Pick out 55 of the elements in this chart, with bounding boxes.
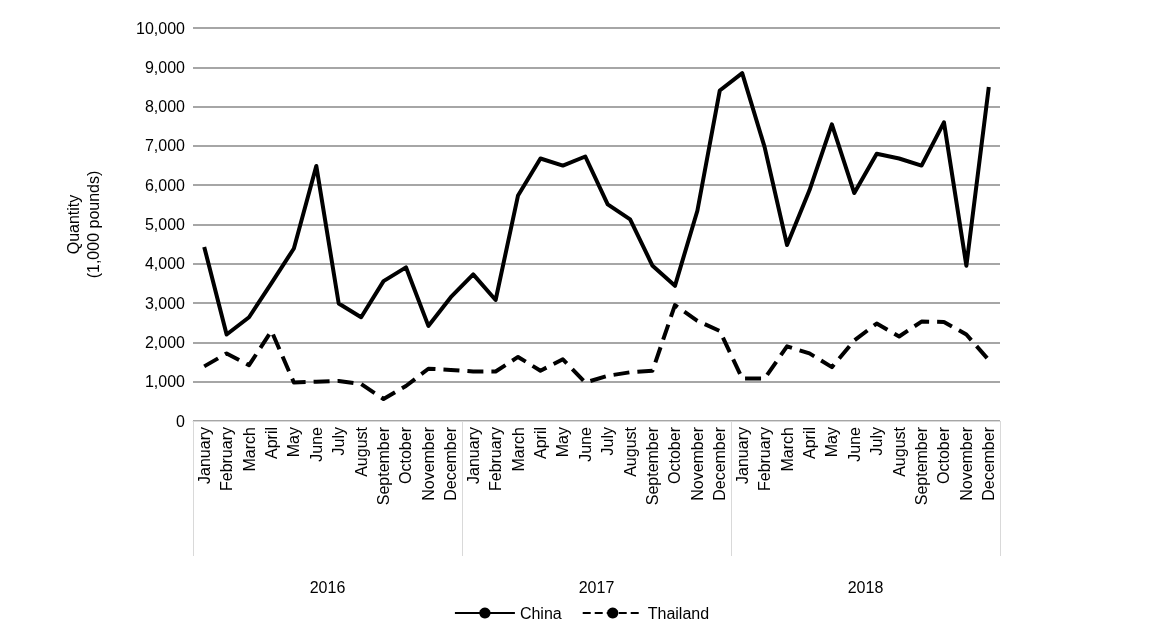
x-tick-label: August [352, 426, 370, 477]
x-tick-label: November [688, 426, 706, 501]
x-tick-label: July [868, 427, 886, 456]
x-tick-label: November [957, 426, 975, 501]
x-tick-label: January [464, 427, 482, 484]
y-tick-label: 1,000 [144, 373, 186, 391]
y-tick-label: 8,000 [144, 98, 186, 116]
text: 2018 [847, 578, 884, 596]
legend-label: Thailand [647, 604, 710, 622]
y-tick-label: 5,000 [144, 216, 186, 233]
x-tick-label: April [531, 427, 549, 460]
legend-label: China [519, 604, 562, 622]
y-axis-title: Quantity (1,000 pounds) [64, 170, 102, 279]
x-tick-label: May [554, 427, 572, 458]
y-tick-label: 6,000 [144, 176, 186, 194]
text: 2016 [309, 578, 346, 596]
y-tick-label: 4,000 [144, 255, 186, 273]
y-tick-label: 3,000 [144, 294, 186, 312]
x-tick-label: March [509, 427, 527, 472]
x-tick-label: October [666, 426, 684, 484]
x-tick-label: April [262, 427, 280, 460]
x-tick-label: March [240, 427, 258, 472]
x-tick-label: February [218, 427, 236, 492]
text: 2017 [578, 578, 615, 596]
x-tick-label: November [419, 426, 437, 501]
x-tick-label: April [800, 427, 818, 460]
x-tick-label: June [576, 426, 594, 462]
x-tick-label: May [285, 427, 303, 458]
x-tick-label: February [756, 427, 774, 492]
y-tick-label: 7,000 [144, 137, 186, 155]
x-tick-label: March [778, 427, 796, 472]
x-tick-label: September [375, 426, 393, 506]
line-series [202, 303, 991, 401]
x-tick-label: October [397, 426, 415, 484]
y-tick-label: 10,000 [136, 19, 186, 37]
x-tick-label: June [845, 426, 863, 462]
line-series [202, 71, 991, 337]
y-tick-label: 2,000 [144, 333, 186, 351]
x-tick-label: December [980, 426, 998, 501]
x-tick-label: May [823, 427, 841, 458]
y-tick-label: 9,000 [144, 58, 186, 76]
x-tick-label: October [935, 426, 953, 484]
x-tick-label: June [307, 426, 325, 462]
x-tick-label: September [644, 426, 662, 506]
x-tick-label: December [442, 426, 460, 501]
x-tick-label: September [913, 426, 931, 506]
x-tick-label: January [195, 427, 213, 484]
x-tick-label: February [487, 427, 505, 492]
x-tick-label: August [621, 426, 639, 477]
x-tick-label: July [599, 427, 617, 456]
y-tick-label: 0 [176, 412, 186, 430]
x-tick-label: August [890, 426, 908, 477]
x-tick-label: December [711, 426, 729, 501]
x-tick-label: January [733, 427, 751, 484]
x-tick-label: July [330, 427, 348, 456]
